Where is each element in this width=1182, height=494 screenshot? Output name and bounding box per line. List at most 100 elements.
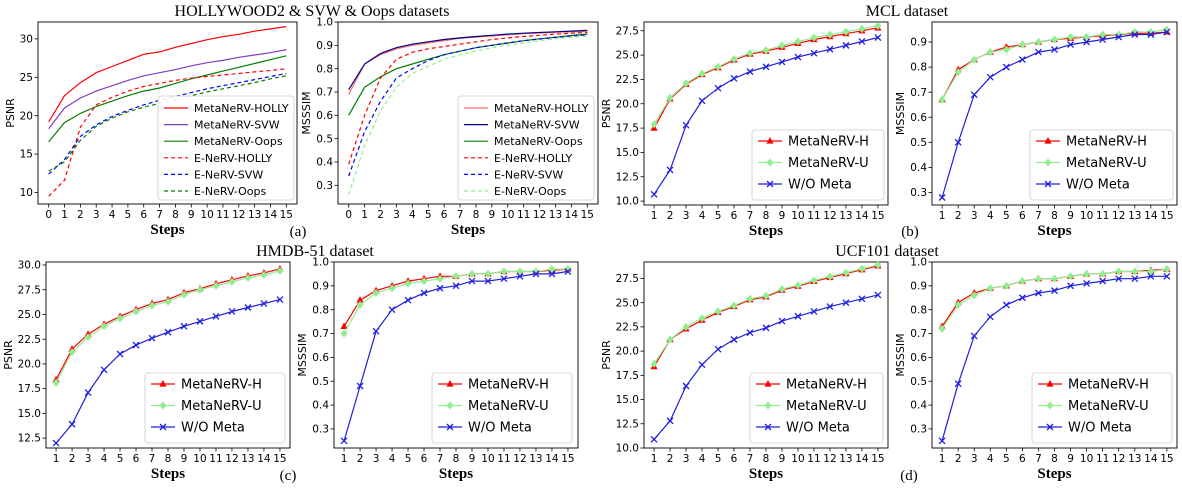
data-point xyxy=(858,295,866,303)
data-point xyxy=(874,291,882,299)
legend-label: W/O Meta xyxy=(1066,178,1130,193)
x-tick-label: 9 xyxy=(779,453,786,465)
x-tick-label: 12 xyxy=(1112,210,1125,222)
y-tick-label: 1.0 xyxy=(316,17,333,29)
data-point xyxy=(404,279,412,288)
x-tick-label: 2 xyxy=(667,453,674,465)
data-point xyxy=(954,68,962,77)
series-line xyxy=(48,68,287,197)
data-point xyxy=(420,289,428,297)
y-tick-label: 0.7 xyxy=(910,328,927,340)
x-tick-label: 12 xyxy=(513,453,526,465)
legend-label: MetaNeRV-H xyxy=(1066,135,1147,150)
panel-letter-a: (a) xyxy=(290,224,307,240)
x-tick-label: 15 xyxy=(561,453,574,465)
x-tick-label: 5 xyxy=(1003,453,1010,465)
x-tick-label: 11 xyxy=(517,209,530,221)
x-tick-label: 3 xyxy=(683,453,690,465)
y-tick-label: 0.5 xyxy=(312,376,329,388)
x-tick-label: 5 xyxy=(125,209,132,221)
x-tick-label: 5 xyxy=(117,453,124,465)
data-point xyxy=(666,166,674,174)
data-point xyxy=(1115,267,1123,276)
panel-letter-d: (d) xyxy=(900,468,918,484)
data-point xyxy=(746,329,754,337)
data-point xyxy=(100,322,108,331)
data-point xyxy=(1115,275,1123,283)
legend-label: MetaNeRV-U xyxy=(788,156,869,171)
legend-marker xyxy=(764,423,772,431)
data-point xyxy=(698,69,706,78)
y-tick-label: 20.0 xyxy=(18,359,41,371)
group-title-hmdb: HMDB-51 dataset xyxy=(256,243,374,260)
y-tick-label: 30 xyxy=(20,33,33,45)
data-point xyxy=(842,41,850,49)
data-point xyxy=(650,359,658,368)
y-tick-label: 15.0 xyxy=(616,394,639,406)
data-point xyxy=(388,306,396,314)
x-tick-label: 7 xyxy=(1035,210,1042,222)
y-tick-label: 25.0 xyxy=(616,50,639,62)
data-point xyxy=(986,48,994,57)
y-tick-label: 15.0 xyxy=(18,408,41,420)
data-point xyxy=(986,284,994,293)
x-tick-label: 1 xyxy=(361,209,368,221)
data-point xyxy=(132,341,140,349)
data-point xyxy=(826,303,834,311)
x-tick-label: 13 xyxy=(549,209,562,221)
data-point xyxy=(260,300,268,308)
data-point xyxy=(1147,267,1155,276)
group-title-hollywood: HOLLYWOOD2 & SVW & Oops datasets xyxy=(175,3,450,20)
data-point xyxy=(500,267,508,276)
y-tick-label: 0.9 xyxy=(910,280,927,292)
x-tick-label: 9 xyxy=(489,209,496,221)
legend-label: MetaNeRV-H xyxy=(1068,378,1149,393)
data-point xyxy=(986,73,994,81)
x-tick-label: 7 xyxy=(437,453,444,465)
series-metanerv-svw xyxy=(48,49,287,130)
y-tick-label: 25.0 xyxy=(616,297,639,309)
y-tick-label: 0.5 xyxy=(316,133,333,145)
series-w-o-meta xyxy=(938,272,1171,445)
x-tick-label: 6 xyxy=(140,209,147,221)
x-tick-label: 5 xyxy=(715,453,722,465)
x-tick-label: 1 xyxy=(61,209,68,221)
x-tick-label: 9 xyxy=(779,210,786,222)
legend-label: W/O Meta xyxy=(786,421,850,436)
legend-label: W/O Meta xyxy=(468,421,532,436)
data-point xyxy=(340,322,348,329)
y-tick-label: 0.3 xyxy=(910,187,927,199)
data-point xyxy=(1099,277,1107,285)
data-point xyxy=(810,49,818,57)
data-point xyxy=(164,297,172,306)
y-tick-label: 0.7 xyxy=(312,328,329,340)
legend: MetaNeRV-H MetaNeRV-U W/O Meta xyxy=(749,372,884,444)
x-tick-label: 8 xyxy=(172,209,179,221)
x-tick-label: 10 xyxy=(193,453,206,465)
legend: MetaNeRV-HOLLY MetaNeRV-SVW MetaNeRV-Oops E… xyxy=(157,95,295,201)
y-tick-label: 0.9 xyxy=(910,37,927,49)
data-point xyxy=(1002,281,1010,290)
data-point xyxy=(516,272,524,280)
x-tick-label: 11 xyxy=(1096,453,1109,465)
data-point xyxy=(196,285,204,294)
plot-frame xyxy=(337,21,599,205)
x-tick-label: 5 xyxy=(405,453,412,465)
x-tick-label: 10 xyxy=(1080,210,1093,222)
x-axis-label: Steps xyxy=(1037,466,1071,482)
data-point xyxy=(548,265,556,274)
legend-marker xyxy=(1046,380,1054,387)
legend-marker xyxy=(159,401,167,410)
legend-marker xyxy=(1044,180,1052,188)
data-point xyxy=(180,322,188,330)
y-tick-label: 12.5 xyxy=(616,171,639,183)
y-axis-label: MSSSIM xyxy=(300,91,313,134)
y-tick-label: 0.5 xyxy=(910,376,927,388)
data-point xyxy=(148,301,156,310)
data-point xyxy=(1002,63,1010,71)
data-point xyxy=(1083,269,1091,278)
legend-marker xyxy=(764,401,772,410)
data-point xyxy=(276,296,284,304)
legend-box xyxy=(144,372,286,444)
